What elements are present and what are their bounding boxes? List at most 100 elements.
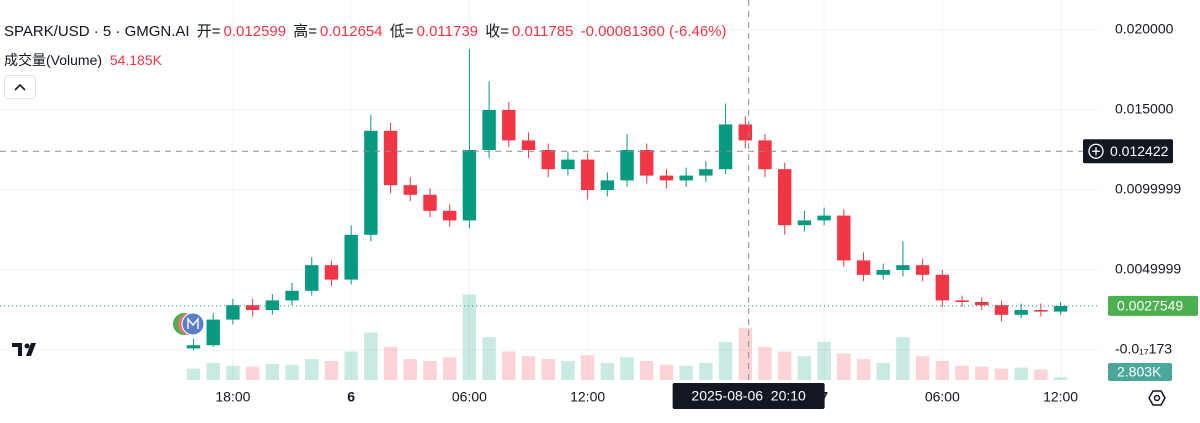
last-price-label: 0.0027549 xyxy=(1117,298,1183,314)
candle-body xyxy=(620,150,634,181)
volume-bar xyxy=(679,365,693,380)
volume-bar xyxy=(226,365,240,380)
chevron xyxy=(14,83,26,91)
y-tick-label: 0.0099999 xyxy=(1115,181,1181,197)
volume-bar xyxy=(423,361,437,380)
volume-bar xyxy=(640,361,654,380)
token-glyph xyxy=(187,317,199,329)
volume-bar xyxy=(344,351,358,380)
candle-body xyxy=(541,150,555,170)
x-tick-label: 12:00 xyxy=(1043,389,1078,405)
volume-bar xyxy=(482,337,496,380)
candle-body xyxy=(837,215,851,261)
volume-bar xyxy=(659,364,674,380)
candle-body xyxy=(502,110,516,141)
candle-body xyxy=(994,305,1009,315)
x-tick-label: 6 xyxy=(347,389,355,405)
volume-bar xyxy=(521,356,536,380)
volume-bar xyxy=(1053,377,1068,380)
candle-body xyxy=(699,169,713,176)
candle-body xyxy=(679,175,693,181)
candle-body xyxy=(975,302,989,306)
candle-body xyxy=(659,175,674,181)
candle-body xyxy=(186,345,201,349)
volume-bar xyxy=(994,368,1009,380)
volume-bar xyxy=(502,351,516,380)
candle-body xyxy=(856,260,871,275)
candle-body xyxy=(817,215,831,221)
y-tick-label: 0.0049999 xyxy=(1115,261,1181,277)
volume-bar xyxy=(541,359,555,380)
settings-button[interactable] xyxy=(1148,390,1166,406)
tv-logo-dot xyxy=(24,343,30,349)
candle-body xyxy=(265,300,280,310)
candle-body xyxy=(935,274,950,301)
candle-body xyxy=(521,140,536,150)
ohlc-label: 收= xyxy=(485,23,509,40)
volume-bar xyxy=(364,332,378,380)
header: SPARK/USD · 5 · GMGN.AI 开= 0.012599 高= 0.0… xyxy=(4,20,730,41)
volume-bar xyxy=(561,361,575,380)
volume-bar xyxy=(265,363,280,380)
candle-body xyxy=(640,150,654,176)
candle-body xyxy=(955,300,969,302)
volume-bar xyxy=(738,327,752,380)
add-icon xyxy=(1088,143,1104,159)
x-tick-label: 18:00 xyxy=(215,389,250,405)
candle-body xyxy=(778,169,792,226)
candle-body xyxy=(718,124,733,170)
y-tick-label: 0.015000 xyxy=(1115,101,1174,117)
volume-bar xyxy=(442,357,457,380)
candle-body xyxy=(403,185,417,195)
volume-bar xyxy=(758,346,772,380)
crosshair-price-box xyxy=(1083,139,1173,164)
x-tick-label: 12:00 xyxy=(570,389,605,405)
change: -0.00081360 (-6.46%) xyxy=(580,23,727,40)
y-tick-label: -0.0₁₇173 xyxy=(1115,341,1172,357)
crosshair-time-label: 2025-08-06 20:10 xyxy=(691,388,806,404)
ohlc-label: 高= xyxy=(293,23,318,40)
volume-bar xyxy=(285,364,299,380)
volume-bar xyxy=(186,368,201,380)
candle-body xyxy=(1034,310,1048,312)
volume-value: 54.185K xyxy=(109,52,162,68)
ohlc-value: 0.011739 xyxy=(416,23,479,40)
last-price-box xyxy=(1108,295,1198,316)
candle-body xyxy=(915,265,930,275)
candle-body xyxy=(797,220,812,226)
volume-bar xyxy=(778,351,792,380)
volume-bar xyxy=(699,362,713,380)
volume-bar xyxy=(837,353,851,380)
last-volume-box xyxy=(1108,363,1172,381)
candle-body xyxy=(383,130,398,186)
candle-body xyxy=(344,234,358,280)
candle-body xyxy=(206,319,220,346)
gear-center xyxy=(1153,394,1161,402)
volume-bar xyxy=(324,361,339,380)
y-tick-label: 0.020000 xyxy=(1115,21,1174,37)
collapse-button[interactable] xyxy=(4,75,36,99)
ohlc-value: 0.012599 xyxy=(223,23,287,40)
crosshair-time-box xyxy=(672,383,825,409)
candle-body xyxy=(876,270,890,275)
volume-bar xyxy=(600,362,615,380)
volume-bar xyxy=(817,342,831,380)
volume-bar xyxy=(245,366,260,380)
candle-body xyxy=(896,265,910,270)
volume-bar xyxy=(955,365,969,380)
volume-bar xyxy=(856,359,871,380)
volume-bar xyxy=(896,337,910,380)
volume-bar xyxy=(797,356,812,380)
volume-bar xyxy=(876,362,890,380)
candle-body xyxy=(580,159,595,190)
volume-bar xyxy=(305,359,319,380)
gear xyxy=(1148,390,1166,406)
candle-body xyxy=(245,305,260,310)
candle-body xyxy=(738,124,752,141)
last-volume-label: 2.803K xyxy=(1117,364,1162,380)
volume-bar xyxy=(915,356,930,380)
crosshair-price-label: 0.012422 xyxy=(1110,143,1169,159)
volume-bar xyxy=(462,294,477,380)
